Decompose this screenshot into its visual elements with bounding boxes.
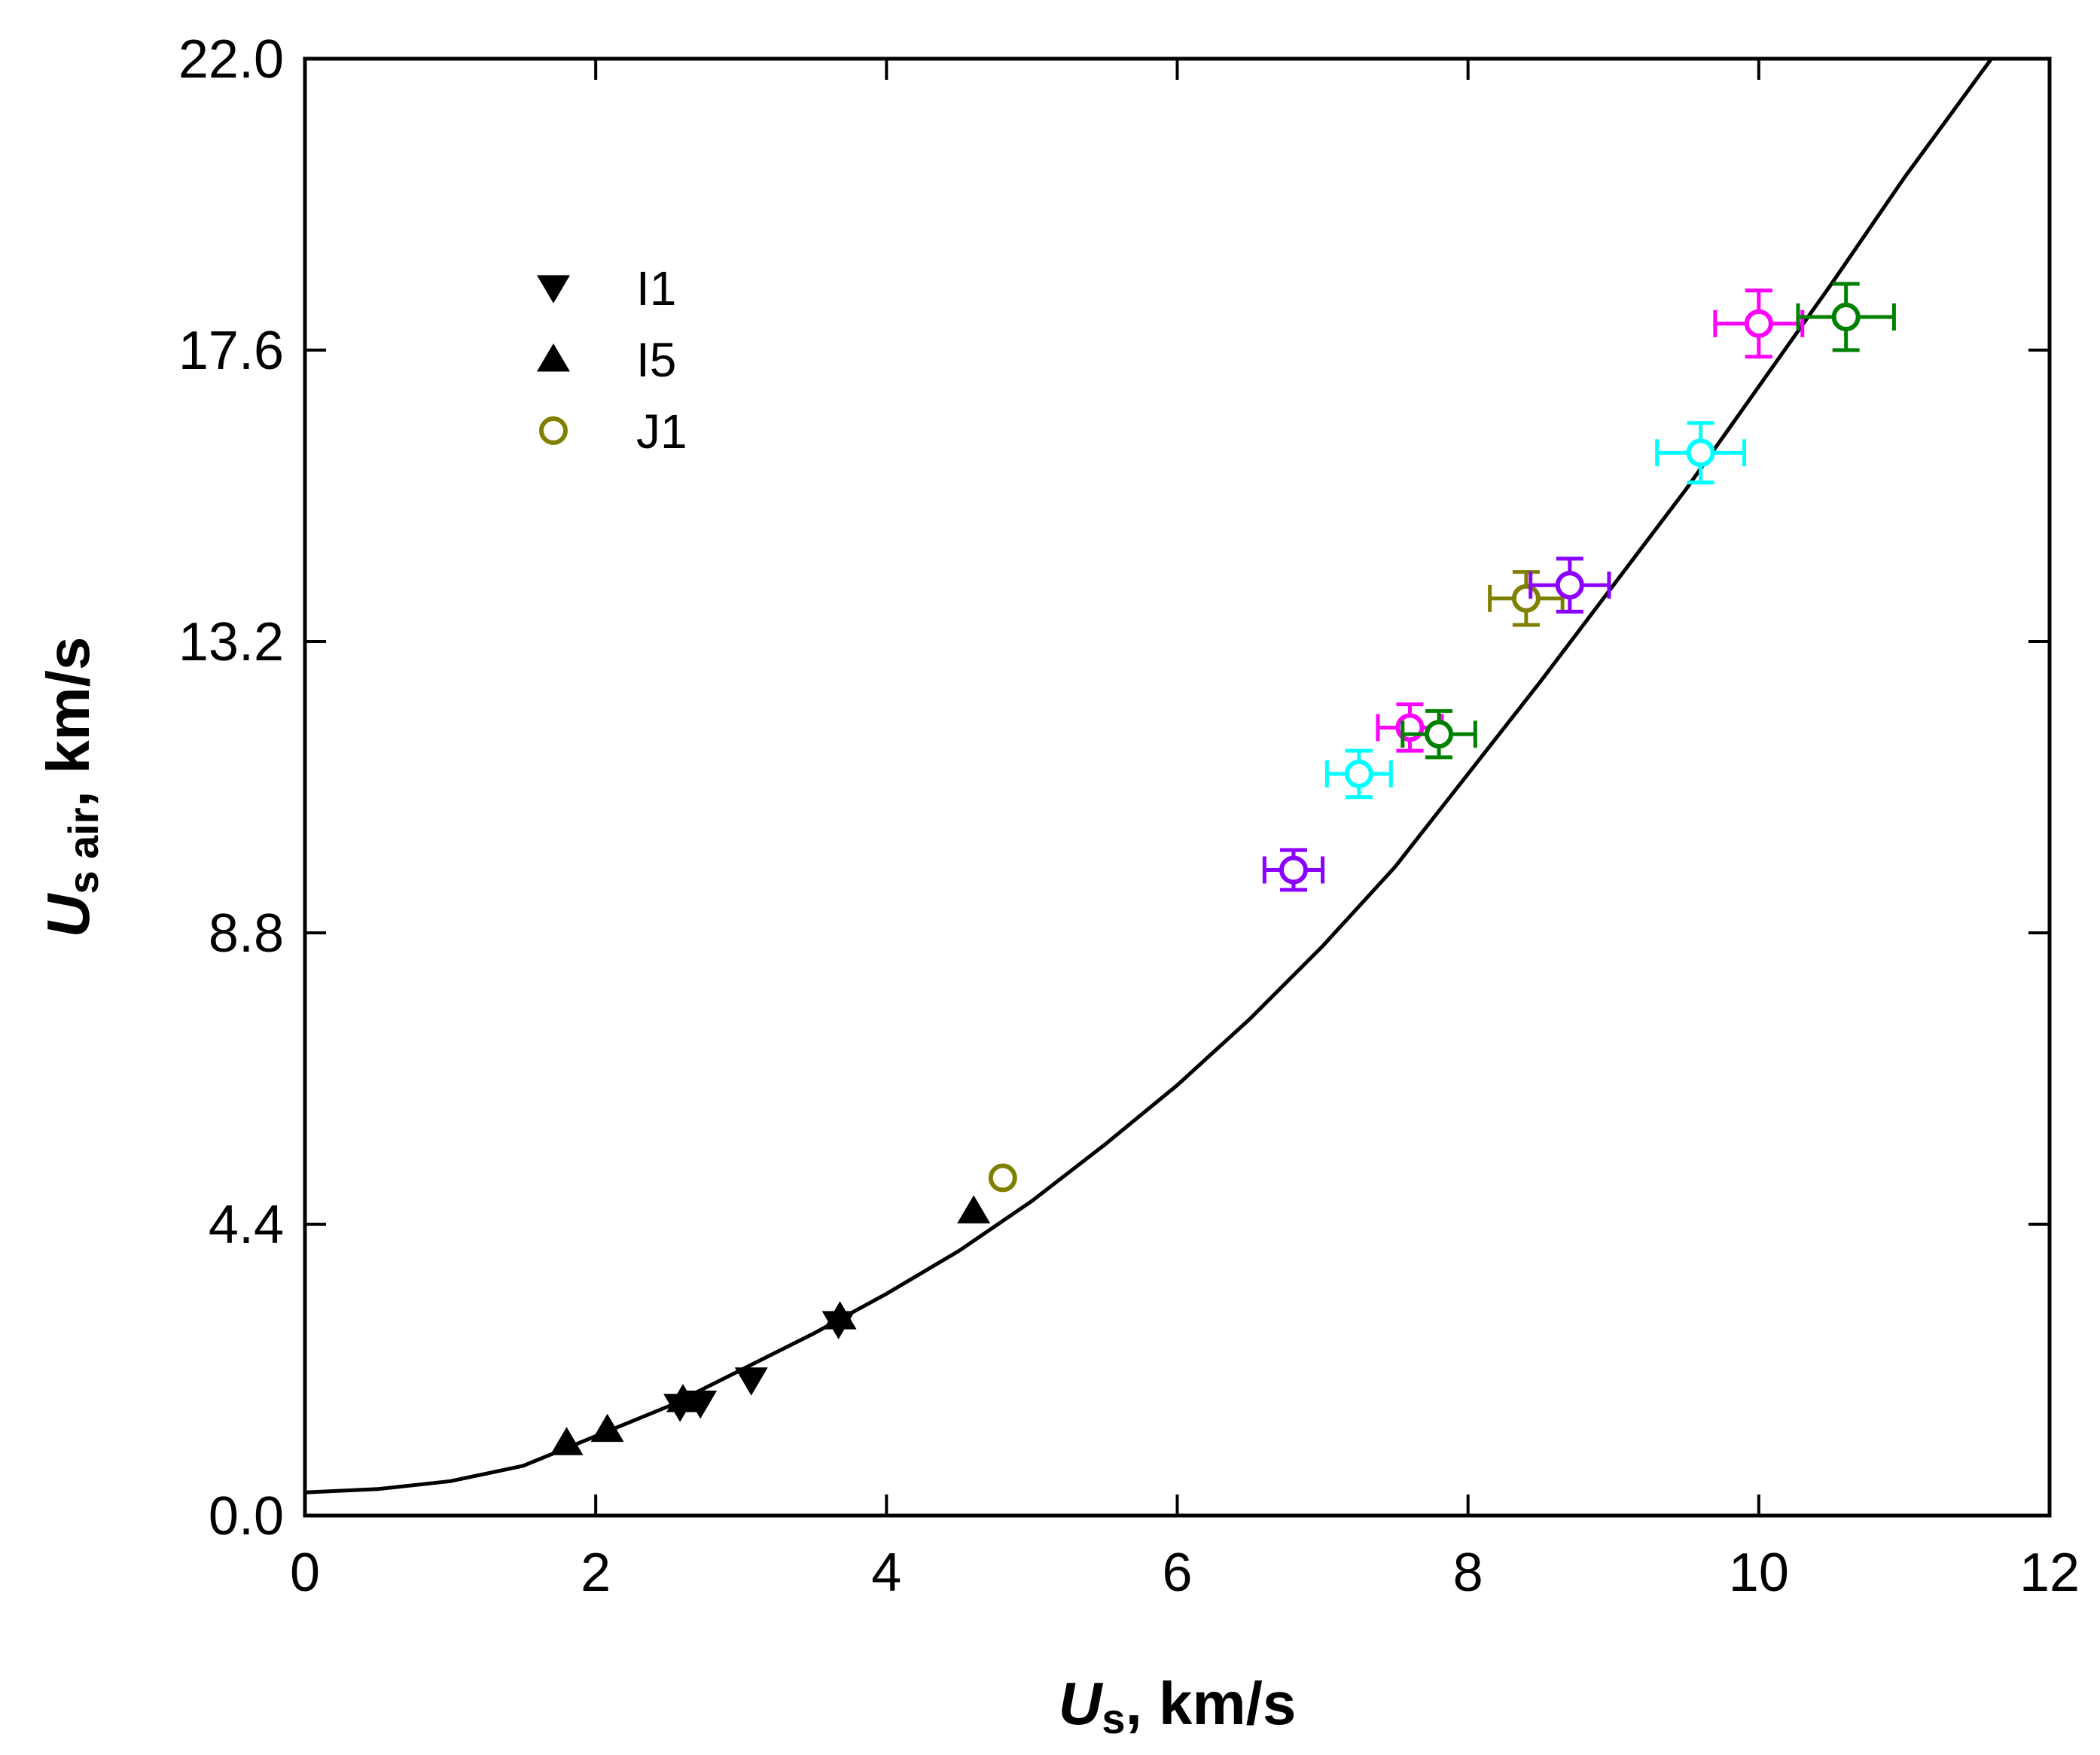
y-tick-label: 22.0 bbox=[178, 29, 284, 90]
x-axis-title-main: U bbox=[1059, 1670, 1104, 1737]
fit-curve-line bbox=[304, 57, 1993, 1494]
y-tick-label: 4.4 bbox=[209, 1195, 284, 1255]
x-axis-title-rest: , km/s bbox=[1126, 1670, 1297, 1737]
legend-label-i5: I5 bbox=[636, 333, 676, 387]
y-axis-title-main: U bbox=[35, 892, 102, 937]
y-tick-label: 13.2 bbox=[178, 612, 284, 672]
y-axis-title-sub: s air bbox=[59, 807, 107, 894]
legend: I1 I5 J1 bbox=[537, 261, 687, 459]
legend-marker-i1 bbox=[537, 275, 570, 303]
error-point-marker bbox=[1344, 759, 1373, 788]
x-tick-label: 10 bbox=[1729, 1543, 1789, 1603]
error-point-marker bbox=[1511, 583, 1541, 613]
error-point-marker bbox=[1744, 309, 1773, 338]
x-tick-label: 0 bbox=[290, 1543, 320, 1603]
y-axis-title: Us air, km/s bbox=[35, 637, 107, 938]
error-point-marker bbox=[1686, 438, 1715, 468]
fit-curve-layer bbox=[304, 57, 1993, 1494]
data-point-i5 bbox=[550, 1427, 584, 1455]
axis-ticks: 0 2 4 6 8 10 12 0.0 4.4 8.8 13.2 17.6 22.0 bbox=[178, 29, 2080, 1603]
legend-marker-j1 bbox=[539, 416, 568, 445]
x-tick-label: 12 bbox=[2019, 1543, 2080, 1603]
legend-label-i1: I1 bbox=[636, 261, 676, 315]
y-axis-title-rest: , km/s bbox=[35, 637, 102, 808]
x-axis-title: Us, km/s bbox=[1059, 1670, 1297, 1742]
data-point-i5 bbox=[957, 1195, 991, 1223]
legend-marker-i5 bbox=[537, 343, 570, 372]
x-axis-title-sub: s bbox=[1102, 1695, 1125, 1742]
data-point-i5 bbox=[823, 1301, 857, 1330]
legend-label-j1: J1 bbox=[636, 404, 687, 459]
error-point-marker bbox=[1831, 303, 1861, 332]
error-bar-layer bbox=[1262, 282, 1896, 892]
plot-frame bbox=[303, 56, 2052, 1518]
x-tick-label: 6 bbox=[1162, 1543, 1192, 1603]
error-point-marker bbox=[1279, 855, 1308, 885]
error-point-marker bbox=[1425, 720, 1454, 749]
data-point-i1 bbox=[734, 1367, 768, 1396]
marker-layer bbox=[550, 1163, 1017, 1455]
x-tick-label: 4 bbox=[871, 1543, 901, 1603]
data-point-j1 bbox=[988, 1163, 1017, 1193]
y-tick-label: 17.6 bbox=[178, 321, 284, 381]
y-tick-label: 8.8 bbox=[209, 903, 284, 964]
data-point-i1 bbox=[684, 1390, 718, 1419]
x-tick-label: 8 bbox=[1453, 1543, 1483, 1603]
x-tick-label: 2 bbox=[581, 1543, 611, 1603]
data-point-i5 bbox=[666, 1384, 700, 1412]
y-tick-label: 0.0 bbox=[209, 1486, 284, 1546]
data-point-i5 bbox=[590, 1413, 624, 1443]
error-point-marker bbox=[1555, 571, 1584, 600]
